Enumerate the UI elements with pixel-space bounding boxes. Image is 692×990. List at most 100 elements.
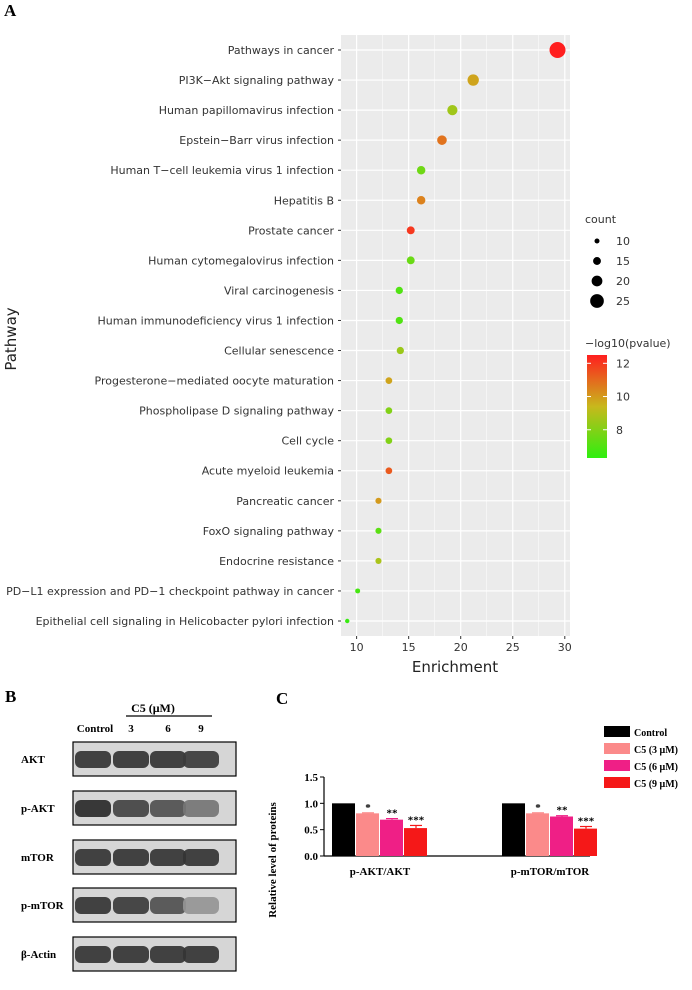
pathway-label: Hepatitis B xyxy=(274,194,334,207)
enrichment-dot xyxy=(385,407,393,414)
enrichment-dot xyxy=(416,165,426,175)
pathway-label: Acute myeloid leukemia xyxy=(202,465,334,478)
x-tick-label: 30 xyxy=(558,641,572,654)
pathway-label: Human immunodeficiency virus 1 infection xyxy=(98,314,335,327)
c-significance-label: *** xyxy=(578,816,595,828)
count-legend-dot xyxy=(591,275,603,287)
blot-band xyxy=(183,849,219,866)
pathway-label: Endocrine resistance xyxy=(219,555,334,568)
blot-band xyxy=(183,800,219,817)
relative-level-bar-chart: Relative level of proteins 0.0 0.5 1.0 1.5 p… xyxy=(267,726,678,918)
pathway-label: Viral carcinogenesis xyxy=(224,284,334,297)
c-legend-swatch xyxy=(604,760,630,771)
x-axis-title: Enrichment xyxy=(412,658,498,676)
lane-label: Control xyxy=(77,723,113,735)
enrichment-dot xyxy=(416,196,426,205)
enrichment-dot xyxy=(406,226,415,235)
c-legend-label: Control xyxy=(634,728,667,739)
c-legend-swatch xyxy=(604,777,630,788)
enrichment-dot xyxy=(375,557,382,564)
pathway-label: Human papillomavirus infection xyxy=(159,104,334,117)
pathway-labels: Pathways in cancer PI3K−Akt signaling pat… xyxy=(6,44,341,628)
blot-band xyxy=(113,800,149,817)
protein-label: p-AKT xyxy=(21,803,55,815)
blot-band xyxy=(75,800,111,817)
enrichment-dot xyxy=(385,467,393,475)
count-legend-dot xyxy=(594,238,600,244)
colorbar-tick-label: 12 xyxy=(616,357,630,370)
c-bar xyxy=(380,819,403,856)
c-bar xyxy=(356,813,379,856)
count-legend-label: 15 xyxy=(616,255,630,268)
enrichment-dot xyxy=(395,316,403,325)
count-legend-label: 20 xyxy=(616,275,630,288)
blot-band xyxy=(150,946,186,963)
c-y-tick-label: 1.0 xyxy=(304,798,318,810)
pathway-label: PI3K−Akt signaling pathway xyxy=(179,74,335,87)
pathway-label: FoxO signaling pathway xyxy=(203,525,335,538)
pathway-label: Cell cycle xyxy=(282,435,335,448)
enrichment-dot xyxy=(467,74,479,86)
enrichment-dot-plot: Pathways in cancer PI3K−Akt signaling pat… xyxy=(2,35,671,676)
pathway-label: Phospholipase D signaling pathway xyxy=(139,405,334,418)
enrichment-axis-ticks: 10 15 20 25 30 xyxy=(350,636,572,654)
c-significance-label: * xyxy=(365,802,371,814)
protein-label: AKT xyxy=(21,754,46,766)
count-legend-label: 10 xyxy=(616,235,630,248)
enrichment-dot xyxy=(437,135,447,145)
panel-label-a: A xyxy=(4,1,17,20)
c-y-axis-title: Relative level of proteins xyxy=(267,801,279,917)
blot-band xyxy=(183,897,219,914)
protein-label: mTOR xyxy=(21,852,55,864)
pathway-label: PD−L1 expression and PD−1 checkpoint pat… xyxy=(6,585,334,598)
pathway-label: Pancreatic cancer xyxy=(236,495,334,508)
c-y-tick-label: 1.5 xyxy=(304,772,318,784)
enrichment-dot xyxy=(395,286,403,295)
enrichment-dots xyxy=(345,42,566,624)
blot-band xyxy=(75,849,111,866)
c-y-tick-label: 0.0 xyxy=(304,851,318,863)
blot-band xyxy=(113,751,149,768)
c-legend-label: C5 (6 μM) xyxy=(634,762,678,773)
treatment-label: C5 (μM) xyxy=(131,701,175,715)
blot-band xyxy=(75,946,111,963)
x-tick-label: 15 xyxy=(402,641,416,654)
y-axis-title: Pathway xyxy=(2,307,20,370)
c-bar xyxy=(404,828,427,856)
enrichment-dot xyxy=(406,256,415,265)
enrichment-dot xyxy=(447,105,458,116)
c-bar xyxy=(550,816,573,856)
c-y-tick-label: 0.5 xyxy=(304,825,318,837)
count-legend-label: 25 xyxy=(616,295,630,308)
pathway-label: Human cytomegalovirus infection xyxy=(148,254,334,267)
blot-band xyxy=(113,849,149,866)
x-tick-label: 25 xyxy=(506,641,520,654)
c-significance-label: *** xyxy=(408,814,425,826)
colorbar-tick-label: 8 xyxy=(616,424,623,437)
c-significance-label: * xyxy=(535,802,541,814)
x-tick-label: 20 xyxy=(454,641,468,654)
c-significance-label: ** xyxy=(387,808,399,820)
c-legend-swatch xyxy=(604,726,630,737)
enrichment-dot xyxy=(345,618,350,624)
c-significance-label: ** xyxy=(557,805,569,817)
pathway-label: Pathways in cancer xyxy=(228,44,335,57)
c-bar xyxy=(526,813,549,856)
c-bar xyxy=(574,828,597,856)
enrichment-dot xyxy=(396,346,404,355)
lane-label: 6 xyxy=(165,723,171,735)
enrichment-dot xyxy=(375,527,382,534)
blot-band xyxy=(183,751,219,768)
pathway-label: Epstein−Barr virus infection xyxy=(179,134,334,147)
blot-band xyxy=(113,946,149,963)
pvalue-colorbar xyxy=(587,355,607,458)
colorbar-tick-label: 10 xyxy=(616,391,630,404)
enrichment-dot xyxy=(385,437,393,445)
protein-label: β-Actin xyxy=(21,949,56,961)
count-legend: count 10 15 20 25 xyxy=(585,213,630,308)
protein-label: p-mTOR xyxy=(21,900,65,912)
count-legend-title: count xyxy=(585,213,617,226)
count-legend-dot xyxy=(590,294,604,308)
pvalue-legend: −log10(pvalue) 8 10 12 xyxy=(585,337,671,458)
